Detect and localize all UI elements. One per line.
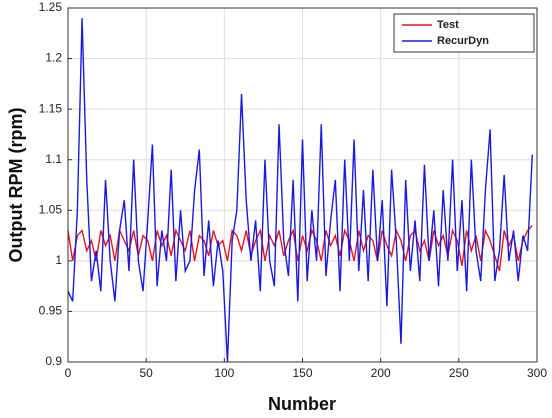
y-tick-label: 1.2: [45, 51, 62, 65]
line-series: [67, 18, 534, 363]
x-tick-label: 300: [527, 366, 547, 380]
y-tick-label: 1: [55, 253, 62, 267]
x-tick-label: 200: [371, 366, 391, 380]
legend-label: Test: [437, 19, 459, 31]
x-tick-label: 50: [139, 366, 153, 380]
y-tick-label: 1.1: [45, 152, 62, 166]
y-tick-label: 0.9: [45, 354, 62, 368]
y-axis-label: Output RPM (rpm): [6, 108, 26, 263]
legend-box: [393, 13, 535, 53]
line-series: [67, 224, 533, 272]
y-tick-label: 0.95: [39, 304, 63, 318]
y-tick-label: 1.25: [39, 0, 63, 14]
plot-frame: [67, 7, 538, 363]
x-tick-label: 150: [292, 366, 312, 380]
x-tick-label: 0: [65, 366, 72, 380]
legend-label: RecurDyn: [437, 35, 489, 47]
x-tick-label: 100: [214, 366, 234, 380]
x-axis-label: Number: [268, 394, 336, 414]
y-tick-label: 1.05: [39, 202, 63, 216]
x-tick-label: 250: [449, 366, 469, 380]
y-tick-label: 1.15: [39, 101, 63, 115]
